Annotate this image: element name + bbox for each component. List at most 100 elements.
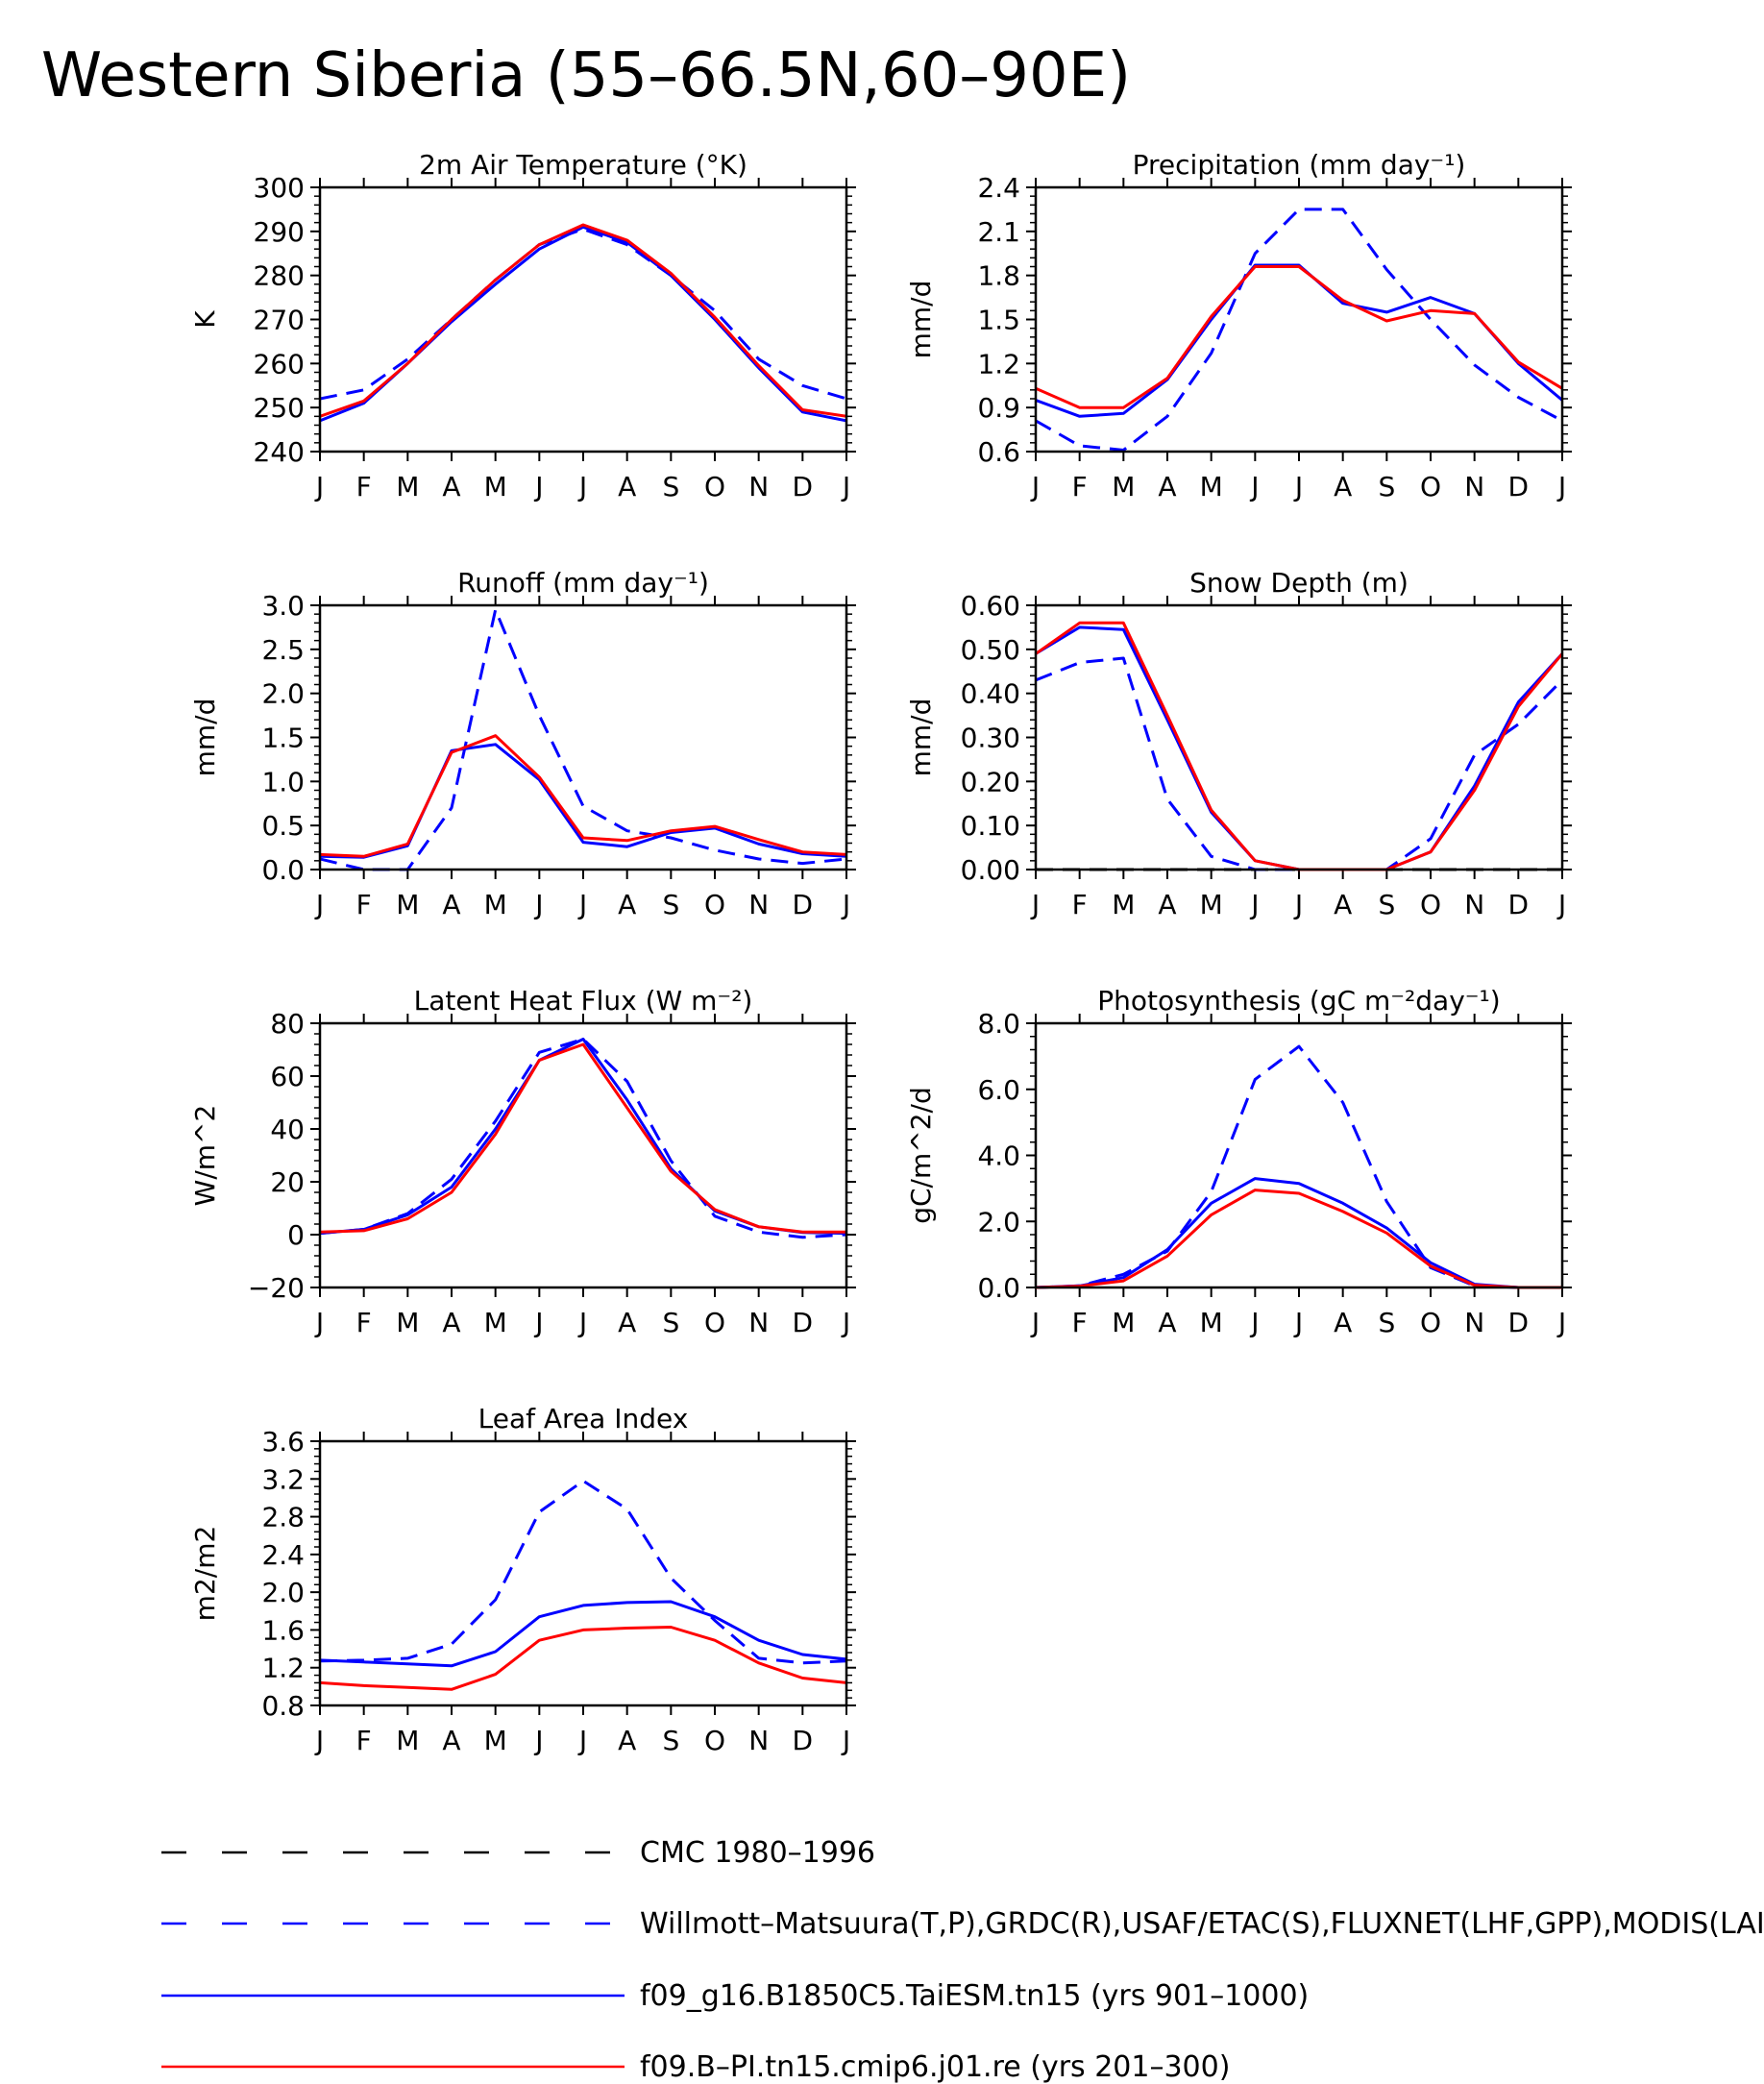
x-tick-label: M: [484, 1307, 507, 1338]
y-axis-label: m2/m2: [189, 1526, 221, 1622]
x-tick-label: M: [1112, 889, 1135, 920]
x-tick-label: M: [396, 1725, 419, 1756]
panels: 2m Air Temperature (°K) K 240 250 260 270 280 2…: [189, 149, 1572, 1756]
x-tick-label: A: [1158, 471, 1176, 503]
legend-label: CMC 1980–1996: [640, 1836, 875, 1870]
x-tick-label: J: [1030, 1307, 1040, 1338]
series-group: [1036, 208, 1562, 452]
x-tick-label: J: [841, 1307, 850, 1338]
x-tick-label: N: [1464, 1307, 1484, 1338]
y-tick-label: 3.2: [261, 1463, 305, 1495]
x-tick-label: M: [484, 889, 507, 920]
series-line-2: [320, 223, 846, 418]
x-tick-label: M: [396, 889, 419, 920]
plot-frame: [318, 1439, 848, 1707]
series-line-2: [320, 1626, 846, 1691]
x-tick-label: F: [1072, 471, 1088, 503]
x-tick-label: A: [1334, 889, 1352, 920]
x-tick-label: J: [841, 471, 850, 503]
legend-label: f09_g16.B1850C5.TaiESM.tn15 (yrs 901–100…: [640, 1979, 1309, 2013]
series-line-2: [1036, 265, 1562, 409]
x-tick-label: A: [1158, 889, 1176, 920]
y-tick-label: 0.50: [961, 634, 1020, 666]
y-tick-label: 2.0: [261, 678, 305, 710]
x-tick-label: J: [1030, 889, 1040, 920]
y-tick-label: 0.60: [961, 590, 1020, 622]
y-tick-label: 0: [287, 1219, 305, 1251]
x-tick-label: S: [662, 889, 679, 920]
x-tick-label: N: [748, 1307, 769, 1338]
x-tick-label: J: [1556, 471, 1566, 503]
y-tick-label: −20: [248, 1272, 305, 1304]
legend: CMC 1980–1996 Willmott–Matsuura(T,P),GRDC…: [161, 1836, 1764, 2084]
x-tick-label: F: [356, 1307, 372, 1338]
legend-item-2: f09_g16.B1850C5.TaiESM.tn15 (yrs 901–100…: [161, 1979, 1309, 2013]
series-line-0: [320, 1479, 846, 1665]
y-axis-label: mm/d: [189, 699, 221, 777]
x-tick-label: S: [1378, 471, 1395, 503]
x-tick-label: J: [1293, 889, 1303, 920]
legend-item-1: Willmott–Matsuura(T,P),GRDC(R),USAF/ETAC…: [161, 1907, 1764, 1941]
x-tick-label: N: [748, 1725, 769, 1756]
y-tick-label: 40: [270, 1114, 305, 1145]
x-tick-label: S: [1378, 889, 1395, 920]
chart-panel-0: 2m Air Temperature (°K) K 240 250 260 270 280 2…: [189, 149, 856, 503]
x-tick-label: A: [442, 1725, 460, 1756]
x-tick-label: D: [793, 1307, 814, 1338]
chart-title: Photosynthesis (gC m⁻²day⁻¹): [1097, 985, 1500, 1017]
series-line-1: [1036, 656, 1562, 871]
x-tick-label: N: [1464, 471, 1484, 503]
x-tick-label: J: [577, 889, 587, 920]
x-tick-label: A: [442, 889, 460, 920]
x-tick-label: D: [793, 1725, 814, 1756]
x-tick-label: A: [1334, 1307, 1352, 1338]
x-tick-label: A: [442, 471, 460, 503]
series-group: [320, 1479, 846, 1691]
y-tick-label: 0.0: [261, 854, 305, 886]
y-tick-label: 0.40: [961, 678, 1020, 710]
x-tick-label: J: [1030, 471, 1040, 503]
x-tick-label: J: [314, 1307, 324, 1338]
series-line-0: [320, 228, 846, 401]
y-tick-label: 8.0: [977, 1008, 1020, 1040]
y-axis-label: mm/d: [905, 699, 937, 777]
y-tick-label: 2.5: [261, 634, 305, 666]
y-tick-label: 20: [270, 1166, 305, 1198]
x-tick-label: A: [618, 1307, 636, 1338]
x-tick-label: A: [1158, 1307, 1176, 1338]
chart-panel-1: Precipitation (mm day⁻¹) mm/d 0.6 0.9 1.2 1.5…: [905, 149, 1572, 503]
y-tick-label: 240: [254, 436, 305, 468]
y-tick-label: 0.5: [261, 810, 305, 842]
plot-frame: [1034, 185, 1564, 454]
y-tick-label: 1.2: [261, 1653, 305, 1684]
figure-title: Western Siberia (55–66.5N,60–90E): [41, 40, 1131, 111]
x-tick-label: A: [618, 1725, 636, 1756]
y-tick-label: 0.30: [961, 723, 1020, 754]
y-tick-label: 1.5: [977, 305, 1020, 336]
x-tick-label: M: [396, 471, 419, 503]
y-tick-label: 280: [254, 260, 305, 292]
y-axis-label: mm/d: [905, 281, 937, 359]
x-tick-label: J: [533, 1307, 543, 1338]
x-tick-label: D: [1508, 889, 1530, 920]
y-tick-label: 3.6: [261, 1426, 305, 1458]
x-tick-label: J: [1249, 1307, 1259, 1338]
y-tick-label: 2.4: [261, 1539, 305, 1571]
plot-frame: [318, 185, 848, 454]
x-tick-label: O: [704, 471, 725, 503]
chart-panel-4: Latent Heat Flux (W m⁻²) W/m^2 −20 0 20 40 60 8…: [189, 985, 856, 1338]
y-tick-label: 3.0: [261, 590, 305, 622]
chart-title: Leaf Area Index: [478, 1403, 689, 1434]
x-tick-label: J: [314, 1725, 324, 1756]
x-tick-label: J: [577, 471, 587, 503]
series-line-2: [320, 1042, 846, 1234]
x-tick-label: J: [577, 1725, 587, 1756]
x-tick-label: M: [484, 471, 507, 503]
series-group: [320, 223, 846, 423]
x-tick-label: O: [704, 889, 725, 920]
x-tick-label: J: [841, 889, 850, 920]
x-tick-label: A: [618, 889, 636, 920]
legend-item-0: CMC 1980–1996: [161, 1836, 875, 1870]
